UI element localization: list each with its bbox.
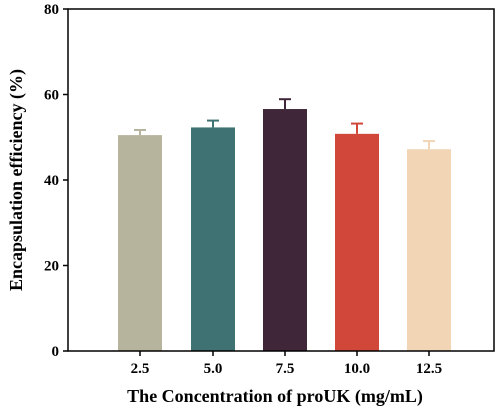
bars-group: [118, 109, 451, 351]
x-tick-label-12.5: 12.5: [416, 361, 442, 377]
y-tick-label-60: 60: [44, 88, 59, 104]
x-axis-label: The Concentration of proUK (mg/mL): [127, 386, 423, 407]
error-bar-5.0: [207, 119, 219, 128]
ticks-group: 0 20 40 60 80 2.5 5.0 7.5 10.0 12.5: [44, 2, 442, 377]
x-tick-label-5.0: 5.0: [204, 361, 223, 377]
y-axis-label: Encapsulation efficiency (%): [6, 69, 27, 291]
bar-10.0: [335, 133, 379, 351]
bar-12.5: [407, 149, 451, 351]
x-tick-label-10.0: 10.0: [344, 361, 370, 377]
bar-5.0: [191, 127, 235, 351]
y-tick-label-20: 20: [44, 259, 59, 275]
error-bar-10.0: [351, 122, 363, 134]
error-bars-group: [134, 98, 435, 150]
bar-7.5: [263, 109, 307, 351]
y-tick-label-80: 80: [44, 2, 59, 18]
x-tick-label-7.5: 7.5: [276, 361, 295, 377]
error-bar-7.5: [279, 98, 291, 110]
bar-2.5: [118, 135, 162, 351]
x-tick-label-2.5: 2.5: [131, 361, 150, 377]
error-bar-2.5: [134, 128, 146, 136]
error-bar-12.5: [423, 140, 435, 150]
y-tick-label-40: 40: [44, 173, 59, 189]
y-tick-label-0: 0: [52, 344, 60, 360]
